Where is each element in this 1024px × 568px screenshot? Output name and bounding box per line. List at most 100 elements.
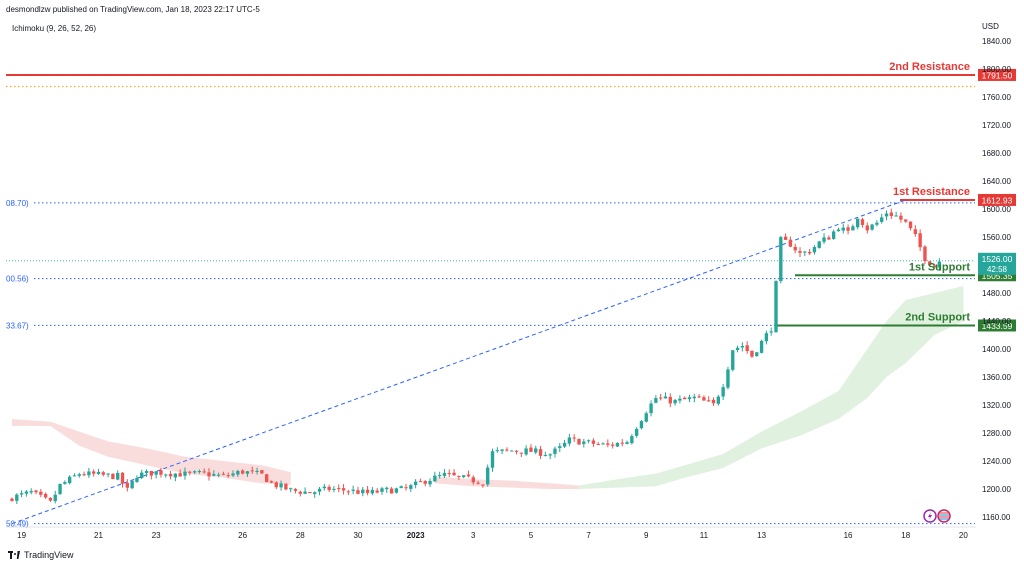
candle-body[interactable] bbox=[72, 475, 77, 477]
candle-body[interactable] bbox=[207, 472, 211, 477]
candle-body[interactable] bbox=[884, 213, 889, 217]
candle-body[interactable] bbox=[548, 454, 552, 456]
candle-body[interactable] bbox=[721, 387, 725, 397]
candle-body[interactable] bbox=[240, 470, 245, 474]
candle-body[interactable] bbox=[928, 261, 932, 266]
candle-body[interactable] bbox=[519, 452, 524, 454]
candle-body[interactable] bbox=[851, 226, 855, 231]
candle-body[interactable] bbox=[370, 489, 375, 494]
candle-body[interactable] bbox=[553, 448, 557, 454]
candle-body[interactable] bbox=[683, 397, 687, 400]
candle-body[interactable] bbox=[812, 247, 817, 253]
candle-body[interactable] bbox=[130, 480, 134, 489]
candle-body[interactable] bbox=[87, 471, 91, 476]
trend-line[interactable] bbox=[11, 199, 906, 525]
current-price-tag[interactable] bbox=[978, 252, 1016, 275]
candle-body[interactable] bbox=[77, 474, 81, 476]
candlesticks[interactable] bbox=[10, 208, 942, 504]
candle-body[interactable] bbox=[380, 488, 384, 492]
candle-body[interactable] bbox=[577, 439, 581, 445]
candle-body[interactable] bbox=[639, 421, 644, 429]
candle-body[interactable] bbox=[269, 481, 274, 483]
candle-body[interactable] bbox=[394, 488, 399, 493]
candle-body[interactable] bbox=[356, 490, 360, 494]
candle-body[interactable] bbox=[457, 475, 461, 477]
candle-body[interactable] bbox=[606, 443, 610, 445]
candle-body[interactable] bbox=[231, 473, 235, 476]
candle-body[interactable] bbox=[197, 471, 202, 473]
candle-body[interactable] bbox=[870, 224, 874, 230]
candle-body[interactable] bbox=[24, 491, 29, 494]
candle-body[interactable] bbox=[63, 482, 67, 484]
candle-body[interactable] bbox=[101, 472, 105, 475]
time-axis[interactable]: 19 21 23 26 28 30 2023 3 5 7 9 11 13 16 18 20 bbox=[6, 526, 976, 540]
candle-body[interactable] bbox=[904, 219, 908, 222]
candle-body[interactable] bbox=[750, 350, 754, 357]
candle-body[interactable] bbox=[447, 473, 451, 475]
event-icons[interactable] bbox=[923, 509, 951, 523]
candle-body[interactable] bbox=[313, 492, 317, 494]
candle-body[interactable] bbox=[173, 473, 178, 478]
candle-body[interactable] bbox=[48, 497, 53, 501]
candle-body[interactable] bbox=[15, 494, 19, 501]
candle-body[interactable] bbox=[332, 488, 336, 490]
candle-body[interactable] bbox=[913, 229, 918, 235]
candle-body[interactable] bbox=[510, 450, 514, 452]
candle-body[interactable] bbox=[423, 481, 427, 484]
candle-body[interactable] bbox=[836, 229, 841, 232]
candle-body[interactable] bbox=[255, 470, 259, 472]
candle-body[interactable] bbox=[634, 428, 639, 436]
candle-body[interactable] bbox=[154, 471, 158, 475]
candle-body[interactable] bbox=[404, 487, 408, 489]
candle-body[interactable] bbox=[731, 350, 735, 370]
indicator-legend[interactable]: Ichimoku (9, 26, 52, 26) bbox=[12, 24, 97, 33]
candle-body[interactable] bbox=[260, 470, 264, 474]
candle-body[interactable] bbox=[649, 403, 653, 414]
candle-body[interactable] bbox=[783, 236, 788, 240]
candle-body[interactable] bbox=[908, 221, 913, 229]
candle-body[interactable] bbox=[452, 472, 456, 476]
price-axis[interactable]: 1791.50 1612.93 1505.35 1433.59 USD 1160.00 12… bbox=[978, 22, 1016, 522]
candle-body[interactable] bbox=[212, 474, 216, 476]
candle-body[interactable] bbox=[216, 474, 221, 476]
candle-body[interactable] bbox=[168, 473, 173, 477]
candle-body[interactable] bbox=[413, 481, 418, 486]
candle-body[interactable] bbox=[673, 399, 677, 404]
candle-body[interactable] bbox=[298, 491, 302, 494]
candle-body[interactable] bbox=[524, 448, 528, 455]
candle-body[interactable] bbox=[726, 369, 730, 388]
candle-body[interactable] bbox=[846, 227, 850, 231]
candle-body[interactable] bbox=[880, 217, 884, 222]
candle-body[interactable] bbox=[471, 477, 475, 483]
candle-body[interactable] bbox=[543, 455, 548, 457]
candle-body[interactable] bbox=[937, 261, 942, 268]
candle-body[interactable] bbox=[764, 333, 769, 342]
candle-body[interactable] bbox=[692, 396, 696, 399]
candle-body[interactable] bbox=[279, 483, 283, 488]
tradingview-footer[interactable]: TradingView bbox=[8, 550, 74, 560]
candle-body[interactable] bbox=[442, 472, 447, 476]
candle-body[interactable] bbox=[658, 397, 663, 399]
candle-body[interactable] bbox=[567, 437, 572, 444]
candle-body[interactable] bbox=[10, 498, 14, 501]
candle-body[interactable] bbox=[663, 396, 668, 399]
candle-body[interactable] bbox=[562, 442, 567, 447]
candle-body[interactable] bbox=[486, 467, 490, 485]
candle-body[interactable] bbox=[178, 473, 182, 477]
candle-body[interactable] bbox=[779, 237, 783, 282]
candle-body[interactable] bbox=[697, 396, 701, 398]
candle-body[interactable] bbox=[601, 443, 605, 445]
candle-body[interactable] bbox=[53, 494, 57, 502]
candle-body[interactable] bbox=[817, 241, 821, 248]
candle-body[interactable] bbox=[308, 491, 312, 494]
candle-body[interactable] bbox=[293, 489, 298, 491]
candle-body[interactable] bbox=[759, 340, 764, 353]
candle-body[interactable] bbox=[29, 491, 33, 493]
candle-body[interactable] bbox=[226, 475, 230, 477]
candle-body[interactable] bbox=[461, 475, 466, 478]
candle-body[interactable] bbox=[361, 489, 365, 494]
candle-body[interactable] bbox=[932, 265, 937, 268]
candle-body[interactable] bbox=[389, 488, 394, 494]
candle-body[interactable] bbox=[572, 437, 576, 439]
candle-body[interactable] bbox=[827, 237, 831, 240]
